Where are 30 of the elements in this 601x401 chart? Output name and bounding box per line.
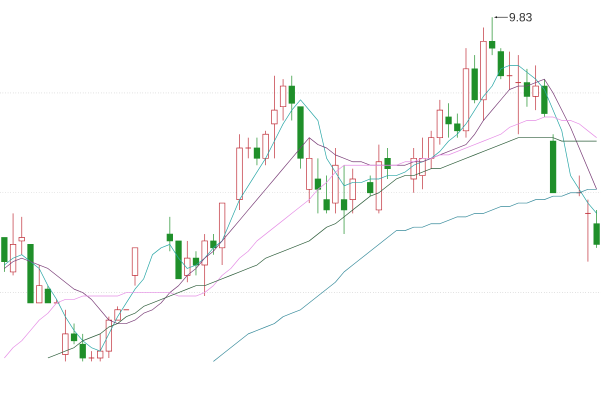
candlestick — [367, 175, 374, 197]
candlestick — [488, 16, 496, 56]
candlestick — [271, 75, 278, 159]
annotation: 9.83 — [510, 12, 532, 22]
candlestick — [70, 323, 78, 345]
candlestick — [594, 210, 600, 248]
candlestick — [445, 102, 452, 138]
candlestick — [80, 334, 86, 362]
candlestick — [245, 137, 252, 159]
candlestick — [97, 334, 104, 362]
candlestick — [88, 350, 95, 362]
candlestick — [166, 216, 173, 252]
candlestick — [584, 199, 592, 262]
candlestick — [314, 158, 322, 214]
candlestick — [36, 264, 42, 304]
candlestick — [280, 78, 286, 121]
candlestick — [44, 285, 52, 304]
candlestick — [350, 168, 356, 214]
candlestick — [340, 164, 348, 234]
candlestick — [428, 130, 434, 170]
candlestick — [288, 75, 295, 121]
candlestick — [18, 216, 25, 256]
candlestick — [323, 175, 330, 214]
candlestick — [454, 113, 460, 138]
candlestick — [515, 54, 522, 135]
candlestick — [184, 240, 190, 283]
candlestick — [532, 65, 539, 110]
candlestick — [254, 137, 260, 166]
candlestick — [62, 309, 68, 362]
candlestick — [384, 148, 391, 180]
